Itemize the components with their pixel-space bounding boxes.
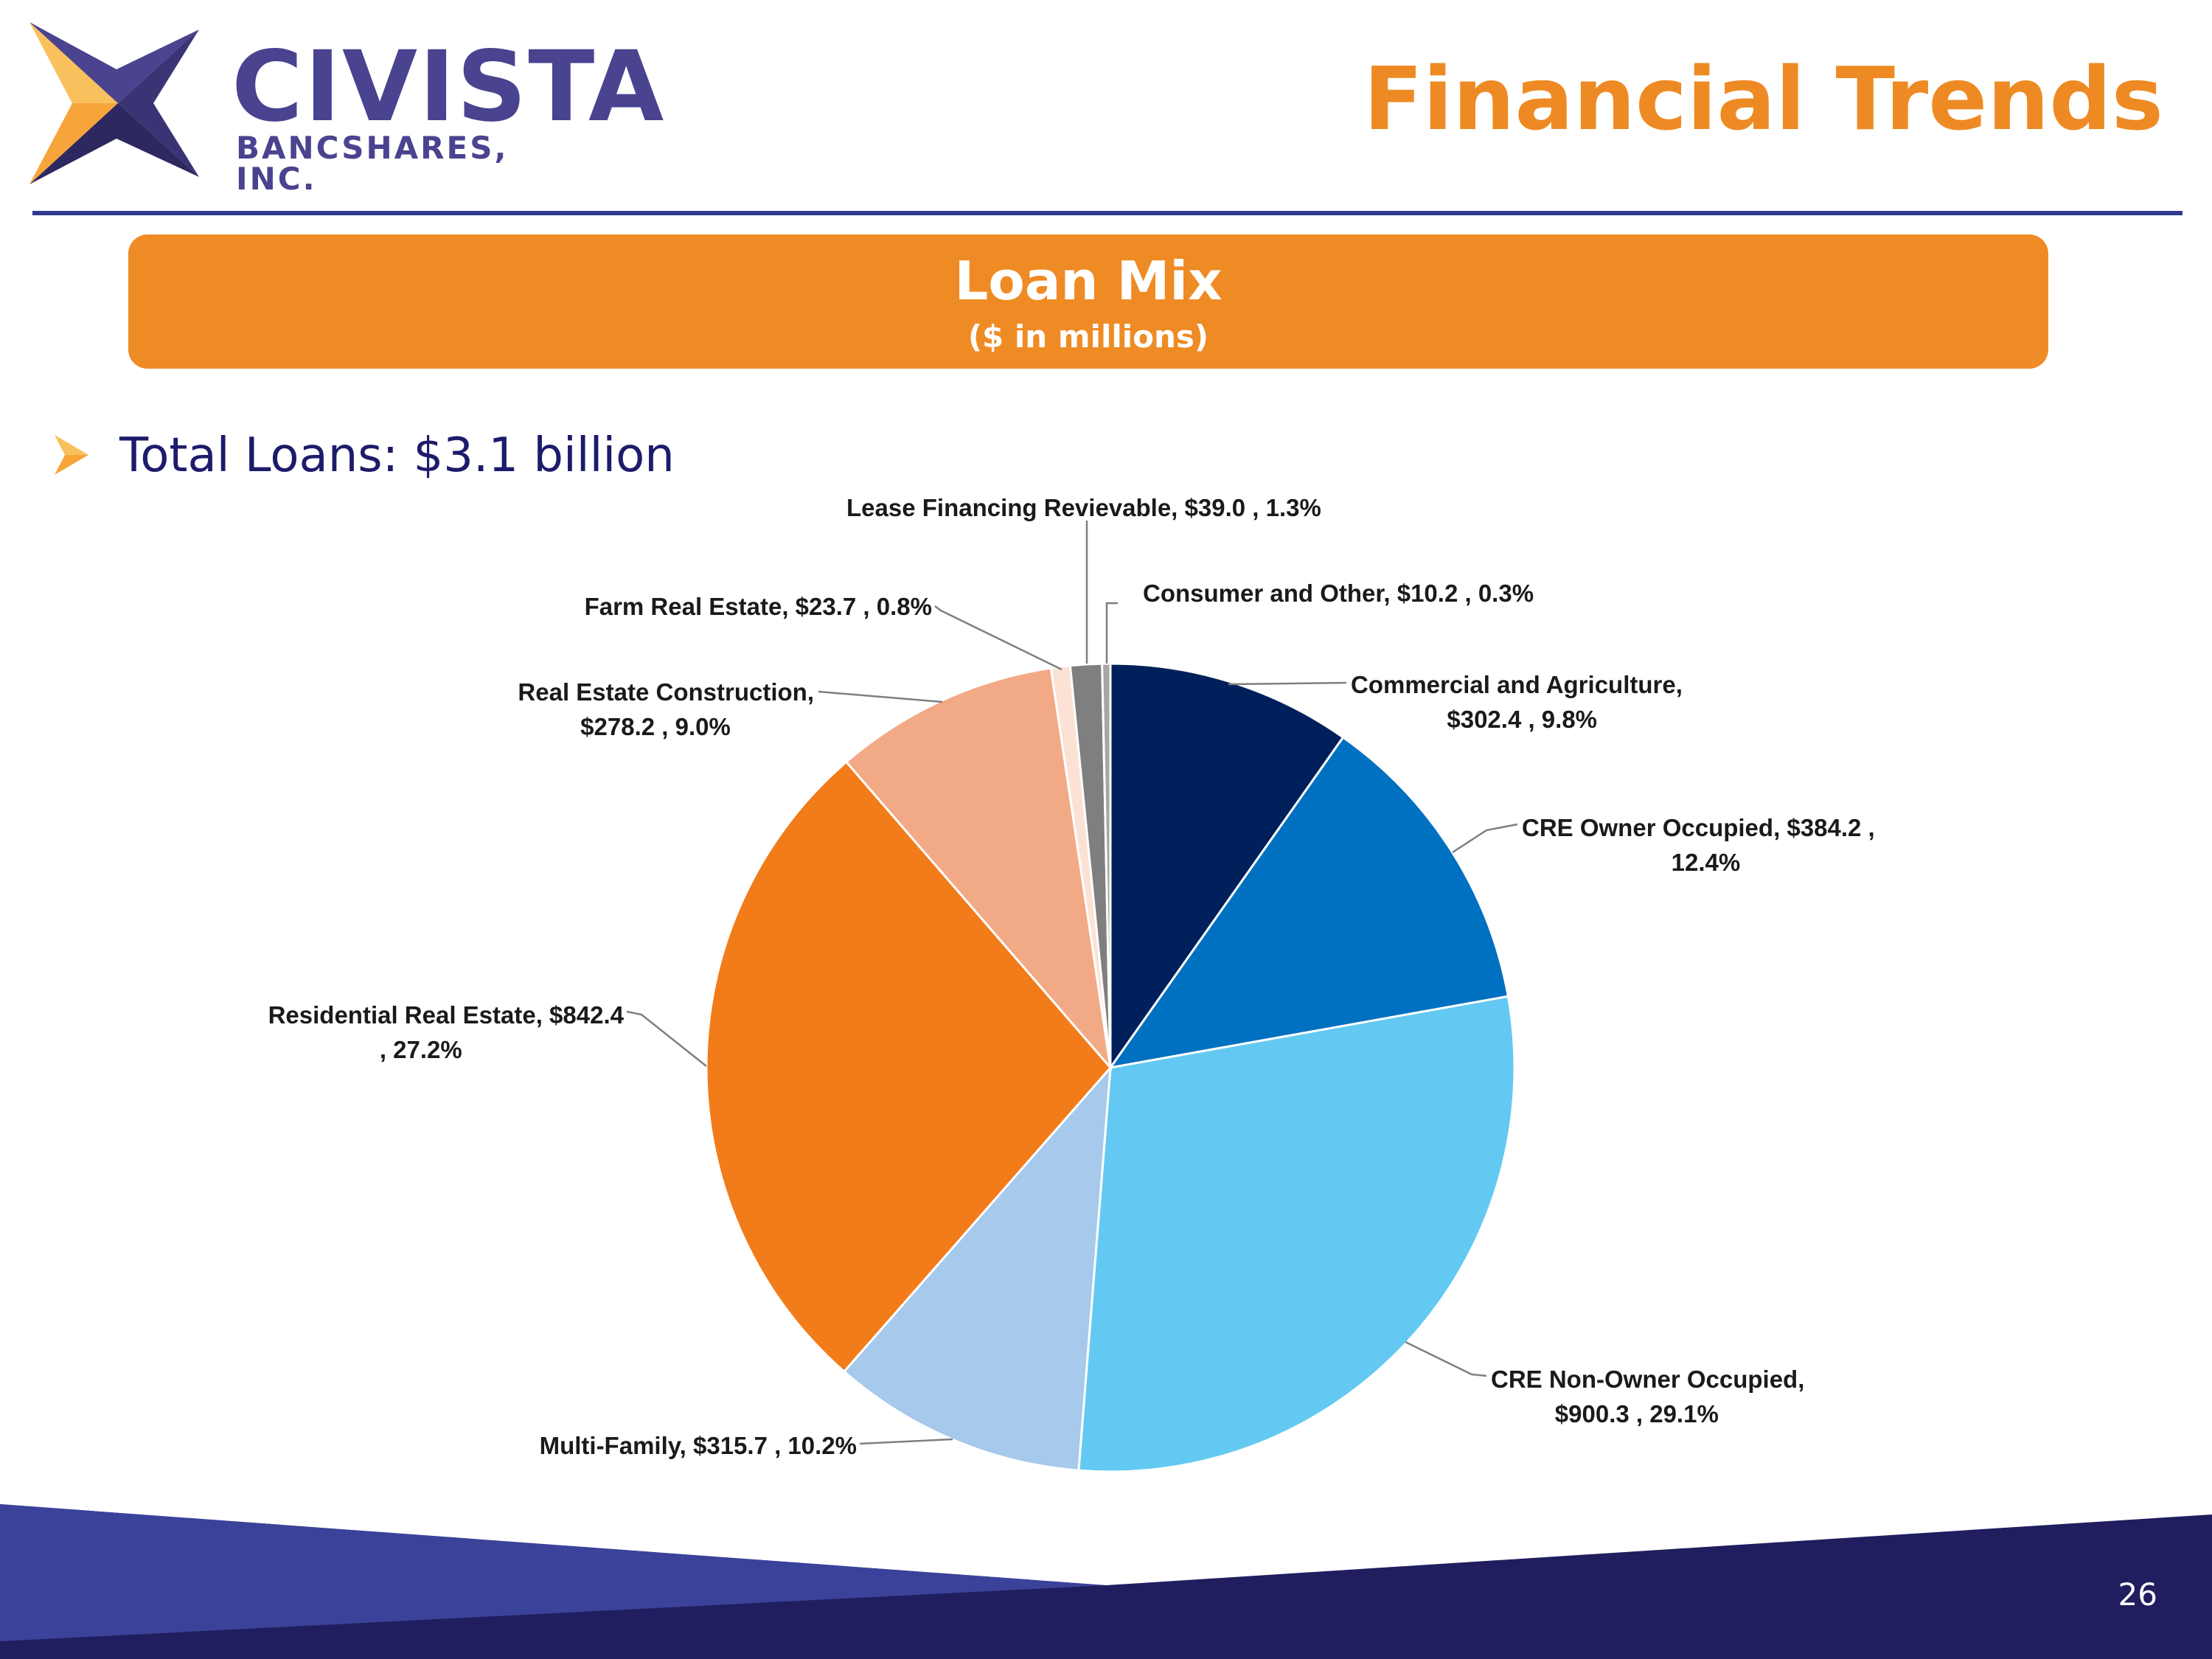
data-label-commercial-agriculture-line-1: Commercial and Agriculture,	[1351, 671, 1683, 698]
data-label-real-estate-construction-line-2: $278.2 , 9.0%	[580, 713, 731, 740]
pie-slice-multi-family	[842, 1064, 1112, 1472]
pie-slice-residential-real-estate	[705, 760, 1112, 1374]
leader-line-consumer-other	[1105, 602, 1118, 664]
company-logo: CIVISTA BANCSHARES, INC.	[29, 22, 664, 195]
pie-slice-commercial-agriculture	[1109, 662, 1345, 1071]
data-label-commercial-agriculture-line-2: $302.4 , 9.8%	[1447, 706, 1597, 733]
page-number: 26	[2118, 1576, 2157, 1613]
data-label-cre-owner-occupied-line-2: 12.4%	[1672, 849, 1741, 876]
leader-line-cre-owner-occupied	[1452, 823, 1518, 854]
data-label-lease-financing: Lease Financing Revievable, $39.0 , 1.3%	[846, 494, 1321, 521]
data-label-residential-real-estate-line-2: , 27.2%	[380, 1036, 462, 1063]
banner-subtitle: ($ in millions)	[967, 319, 1209, 355]
pie-slice-consumer-other	[1101, 662, 1112, 1068]
pie-slice-real-estate-construction	[844, 667, 1113, 1071]
page-title: Financial Trends	[1363, 48, 2163, 150]
total-loans-text: Total Loans: $3.1 billion	[119, 428, 675, 483]
header-divider	[32, 211, 2183, 215]
data-label-cre-non-owner-occupied-line-1: CRE Non-Owner Occupied,	[1491, 1366, 1804, 1393]
data-label-cre-non-owner-occupied-line-2: $900.3 , 29.1%	[1555, 1400, 1719, 1427]
logo-subtitle: BANCSHARES, INC.	[236, 130, 509, 197]
leader-line-farm-real-estate	[934, 605, 1062, 671]
leader-line-commercial-agriculture	[1228, 681, 1347, 686]
section-banner: Loan Mix ($ in millions)	[128, 234, 2048, 369]
leader-line-real-estate-construction	[818, 690, 943, 703]
data-label-consumer-other: Consumer and Other, $10.2 , 0.3%	[1143, 580, 1534, 607]
data-label-cre-owner-occupied-line-1: CRE Owner Occupied, $384.2 ,	[1522, 814, 1875, 841]
logo-wordmark: CIVISTA	[232, 30, 666, 144]
leader-line-multi-family	[859, 1438, 953, 1445]
leader-line-residential-real-estate	[626, 1010, 707, 1067]
data-label-residential-real-estate-line-1: Residential Real Estate, $842.4	[268, 1001, 625, 1029]
data-label-multi-family: Multi-Family, $315.7 , 10.2%	[540, 1432, 857, 1459]
footer-band	[0, 1504, 2212, 1659]
pie-slice-cre-non-owner-occupied	[1077, 995, 1516, 1473]
bullet-arrow-icon	[55, 435, 88, 475]
data-label-farm-real-estate: Farm Real Estate, $23.7 , 0.8%	[585, 593, 932, 620]
leader-line-cre-non-owner-occupied	[1405, 1340, 1487, 1377]
pie-slice-cre-owner-occupied	[1107, 735, 1510, 1070]
banner-title: Loan Mix	[954, 250, 1222, 312]
data-label-real-estate-construction-line-1: Real Estate Construction,	[518, 678, 814, 706]
compass-star-icon	[29, 22, 199, 184]
